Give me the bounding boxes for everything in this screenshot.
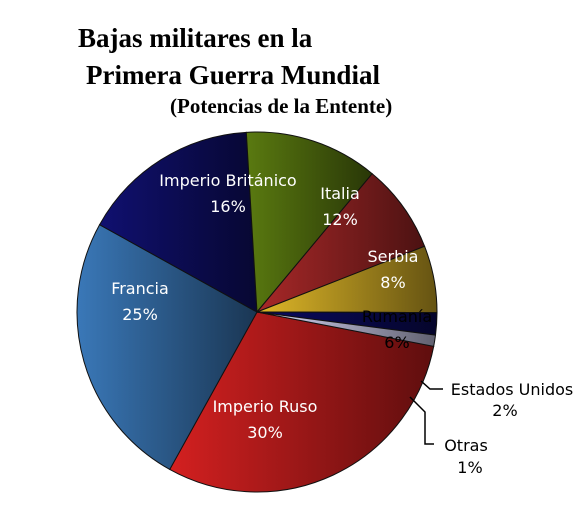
leader-line-estados-unidos xyxy=(420,380,443,390)
leader-line-otras xyxy=(409,396,434,445)
label-rumania: Rumanía xyxy=(362,307,432,326)
pie-slices xyxy=(76,131,438,493)
label-italia: Italia xyxy=(320,184,360,203)
slice-imperio-ruso xyxy=(169,311,435,493)
label-imperio-britanico: Imperio Británico xyxy=(159,171,296,190)
label-francia: Francia xyxy=(111,279,169,298)
value-imperio-britanico: 16% xyxy=(210,197,246,216)
value-imperio-ruso: 30% xyxy=(247,423,283,442)
slice-otras xyxy=(256,311,437,347)
label-otras: Otras xyxy=(444,436,488,455)
value-francia: 25% xyxy=(122,305,158,324)
pie-labels: Imperio Ruso 30% Francia 25% Imperio Británi… xyxy=(111,171,573,477)
chart-subtitle: (Potencias de la Entente) xyxy=(170,94,392,118)
slice-serbia xyxy=(256,173,426,313)
chart-title-line-2: Primera Guerra Mundial xyxy=(86,60,380,90)
value-serbia: 8% xyxy=(380,273,405,292)
value-estados-unidos: 2% xyxy=(492,401,517,420)
value-otras: 1% xyxy=(457,458,482,477)
slice-italia xyxy=(245,131,373,314)
label-imperio-ruso: Imperio Ruso xyxy=(213,397,318,416)
label-estados-unidos: Estados Unidos xyxy=(451,380,573,399)
value-rumania: 6% xyxy=(384,333,409,352)
label-serbia: Serbia xyxy=(368,247,419,266)
value-italia: 12% xyxy=(322,210,358,229)
slice-francia xyxy=(76,224,258,471)
slice-imperio-britanico xyxy=(98,131,258,313)
chart-title-line-1: Bajas militares en la xyxy=(78,23,313,53)
